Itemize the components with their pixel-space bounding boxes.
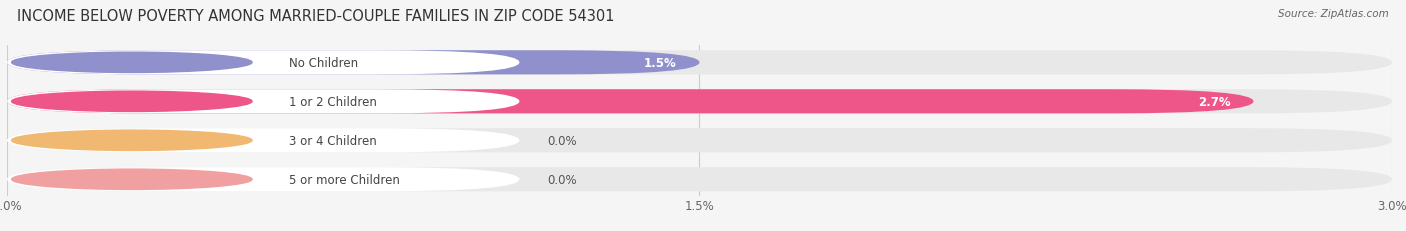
- FancyBboxPatch shape: [7, 90, 519, 114]
- FancyBboxPatch shape: [7, 129, 1392, 153]
- FancyBboxPatch shape: [7, 167, 1392, 191]
- Circle shape: [11, 131, 252, 151]
- FancyBboxPatch shape: [7, 90, 1392, 114]
- Text: 3 or 4 Children: 3 or 4 Children: [288, 134, 377, 147]
- Text: 2.7%: 2.7%: [1198, 95, 1230, 108]
- Text: No Children: No Children: [288, 57, 359, 70]
- FancyBboxPatch shape: [7, 90, 1254, 114]
- Circle shape: [11, 169, 252, 190]
- Text: 5 or more Children: 5 or more Children: [288, 173, 399, 186]
- FancyBboxPatch shape: [7, 51, 699, 75]
- Text: 1 or 2 Children: 1 or 2 Children: [288, 95, 377, 108]
- Text: Source: ZipAtlas.com: Source: ZipAtlas.com: [1278, 9, 1389, 19]
- FancyBboxPatch shape: [7, 129, 519, 153]
- Text: INCOME BELOW POVERTY AMONG MARRIED-COUPLE FAMILIES IN ZIP CODE 54301: INCOME BELOW POVERTY AMONG MARRIED-COUPL…: [17, 9, 614, 24]
- Circle shape: [11, 53, 252, 73]
- Circle shape: [11, 92, 252, 112]
- Text: 1.5%: 1.5%: [644, 57, 676, 70]
- Text: 0.0%: 0.0%: [547, 173, 576, 186]
- FancyBboxPatch shape: [7, 51, 1392, 75]
- FancyBboxPatch shape: [7, 167, 519, 191]
- FancyBboxPatch shape: [7, 51, 519, 75]
- Text: 0.0%: 0.0%: [547, 134, 576, 147]
